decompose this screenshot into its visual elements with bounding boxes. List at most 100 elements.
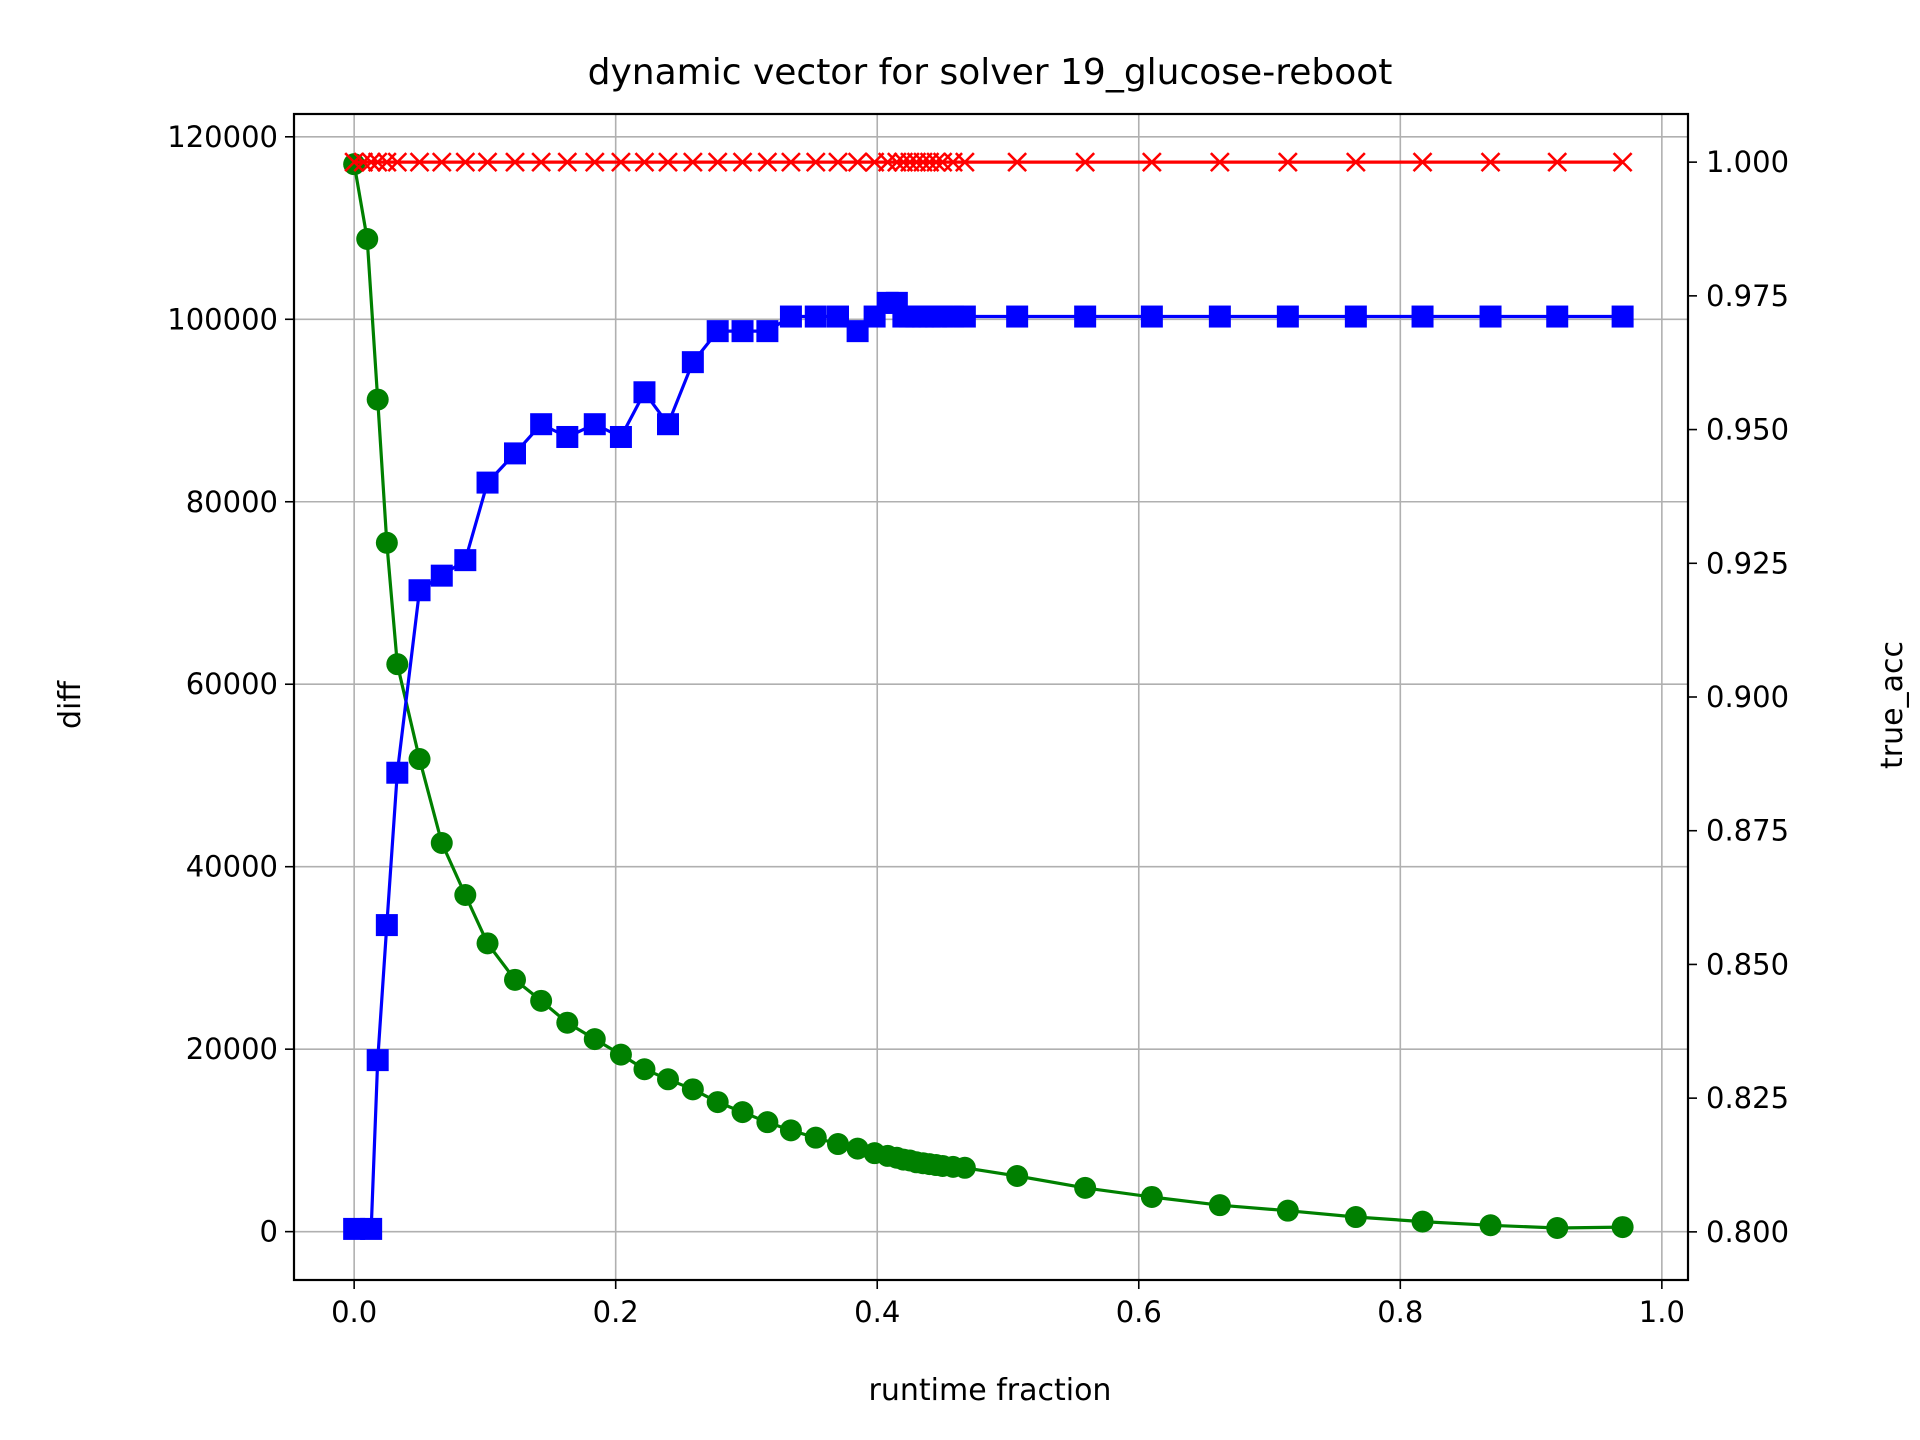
series-x	[344, 152, 1633, 173]
x-tick-label: 0.6	[1116, 1295, 1162, 1329]
data-point	[757, 152, 778, 173]
data-point	[353, 152, 374, 173]
ticks-layer: 0.0 0.2 0.4 0.6 0.8 1.0 0 20000 40000 60000 80000 1…	[167, 120, 1789, 1329]
data-point	[1074, 1176, 1097, 1199]
data-point	[1140, 1185, 1163, 1208]
data-point	[1546, 1216, 1569, 1239]
data-point	[431, 152, 452, 173]
data-point	[953, 1156, 976, 1179]
y-left-tick-label: 0	[260, 1215, 278, 1249]
x-tick-label: 0.4	[854, 1295, 900, 1329]
data-point	[1006, 1164, 1029, 1187]
data-point	[1140, 305, 1163, 328]
data-point	[1546, 305, 1569, 328]
data-point	[1611, 1216, 1634, 1239]
data-point	[366, 388, 389, 411]
data-point	[1074, 305, 1097, 328]
data-point	[827, 1133, 849, 1156]
data-point	[556, 425, 579, 448]
data-point	[1345, 152, 1366, 173]
data-point	[584, 152, 605, 173]
data-point	[657, 1068, 679, 1091]
data-point	[1007, 152, 1028, 173]
data-point	[375, 914, 398, 937]
data-point	[706, 320, 729, 343]
data-point	[682, 152, 703, 173]
data-point	[408, 579, 431, 602]
data-point	[846, 320, 869, 343]
data-point	[846, 1137, 869, 1160]
data-point	[1612, 152, 1633, 173]
data-point	[634, 152, 655, 173]
data-point	[1276, 1199, 1299, 1222]
y-right-tick-label: 1.000	[1706, 145, 1789, 179]
data-point	[706, 1091, 729, 1114]
data-point	[1141, 152, 1162, 173]
data-point	[583, 413, 606, 436]
data-point	[476, 932, 499, 955]
x-tick-label: 0.8	[1377, 1295, 1423, 1329]
data-point	[1208, 1194, 1231, 1217]
data-point	[409, 152, 430, 173]
data-point	[804, 1126, 827, 1149]
data-point	[877, 152, 898, 173]
data-point	[779, 305, 802, 328]
data-point	[732, 152, 753, 173]
data-point	[1277, 152, 1298, 173]
data-point	[454, 549, 477, 572]
data-point	[1479, 1214, 1502, 1237]
data-point	[805, 152, 826, 173]
data-point	[781, 152, 801, 173]
data-point	[1209, 152, 1230, 173]
data-point	[658, 152, 678, 173]
y-left-tick-label: 120000	[167, 120, 278, 154]
data-point	[361, 152, 382, 173]
x-axis-label: runtime fraction	[869, 1373, 1112, 1408]
y-left-tick-label: 100000	[167, 302, 278, 336]
data-point	[1344, 1206, 1367, 1229]
data-point	[779, 1119, 802, 1142]
data-point	[756, 320, 779, 343]
series-layer	[343, 152, 1634, 1240]
y-right-tick-label: 0.950	[1706, 413, 1789, 447]
data-point	[454, 883, 477, 906]
data-point	[1480, 152, 1501, 173]
data-point	[953, 305, 976, 328]
y-right-tick-label: 0.875	[1706, 814, 1789, 848]
data-point	[556, 1011, 579, 1034]
data-point	[828, 152, 848, 173]
data-point	[611, 152, 631, 173]
y-left-tick-label: 40000	[186, 850, 278, 884]
data-point	[360, 1217, 383, 1240]
y-left-tick-label: 60000	[186, 667, 278, 701]
data-point	[530, 989, 553, 1012]
series-circle	[343, 153, 1634, 1239]
data-point	[477, 152, 498, 173]
data-point	[343, 1217, 366, 1240]
data-point	[476, 471, 499, 494]
data-point	[430, 831, 453, 854]
data-point	[1006, 305, 1029, 328]
y-axis-label-left: diff	[53, 680, 88, 729]
data-point	[1547, 152, 1568, 173]
data-point	[1411, 1210, 1434, 1233]
data-point	[804, 305, 827, 328]
data-point	[386, 761, 409, 784]
y-right-tick-label: 0.925	[1706, 546, 1789, 580]
data-point	[731, 1101, 754, 1124]
data-point	[954, 152, 975, 173]
data-point	[386, 653, 409, 676]
data-point	[681, 351, 704, 374]
data-point	[1411, 305, 1434, 328]
data-point	[505, 152, 525, 173]
data-point	[633, 381, 656, 404]
data-point	[657, 413, 679, 436]
data-point	[1344, 305, 1367, 328]
x-tick-label: 0.2	[593, 1295, 639, 1329]
data-point	[609, 425, 632, 448]
data-point	[344, 152, 365, 173]
data-point	[356, 227, 379, 250]
data-point	[430, 564, 453, 587]
